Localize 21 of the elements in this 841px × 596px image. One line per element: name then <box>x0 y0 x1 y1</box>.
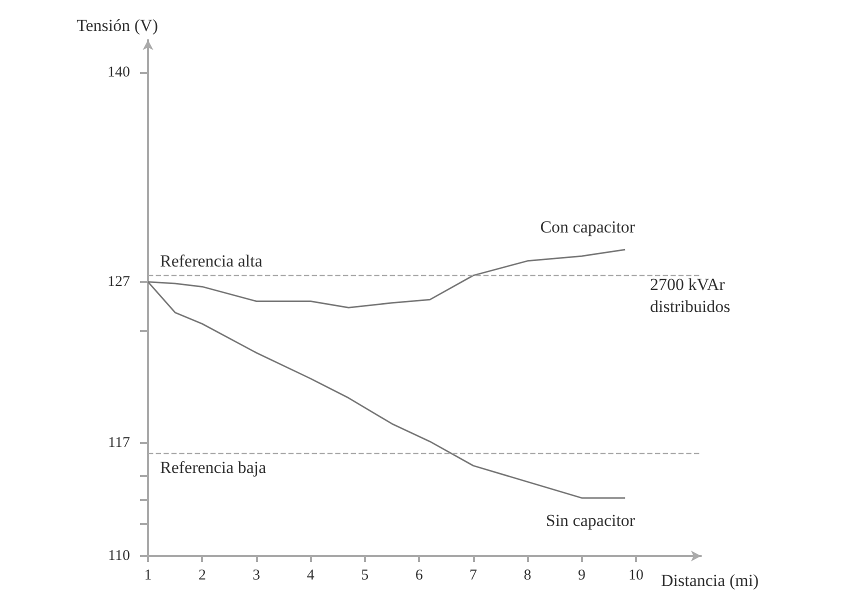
annotation: 2700 kVAr distribuidos <box>650 274 730 316</box>
x-tick-label: 3 <box>252 568 260 584</box>
x-tick-label: 7 <box>470 568 478 584</box>
x-tick-label: 4 <box>306 568 315 584</box>
x-tick-label: 9 <box>578 568 586 584</box>
x-tick-label: 2 <box>198 568 206 584</box>
x-tick-label: 10 <box>628 568 644 584</box>
x-axis-title: Distancia (mi) <box>661 571 759 590</box>
series-label: Con capacitor <box>540 218 636 237</box>
y-tick-label: 140 <box>108 64 130 80</box>
ref-line-label: Referencia alta <box>160 251 263 270</box>
x-tick-label: 1 <box>144 568 152 584</box>
x-tick-label: 8 <box>524 568 532 584</box>
series-label: Sin capacitor <box>546 510 636 530</box>
y-tick-label: 117 <box>108 435 130 452</box>
y-axis-title: Tensión (V) <box>76 16 158 35</box>
x-tick-label: 5 <box>361 568 369 584</box>
y-tick-label: 110 <box>108 548 130 564</box>
y-tick-label: 127 <box>108 274 130 290</box>
x-tick-label: 6 <box>415 568 424 584</box>
ref-line-label: Referencia baja <box>160 458 267 477</box>
